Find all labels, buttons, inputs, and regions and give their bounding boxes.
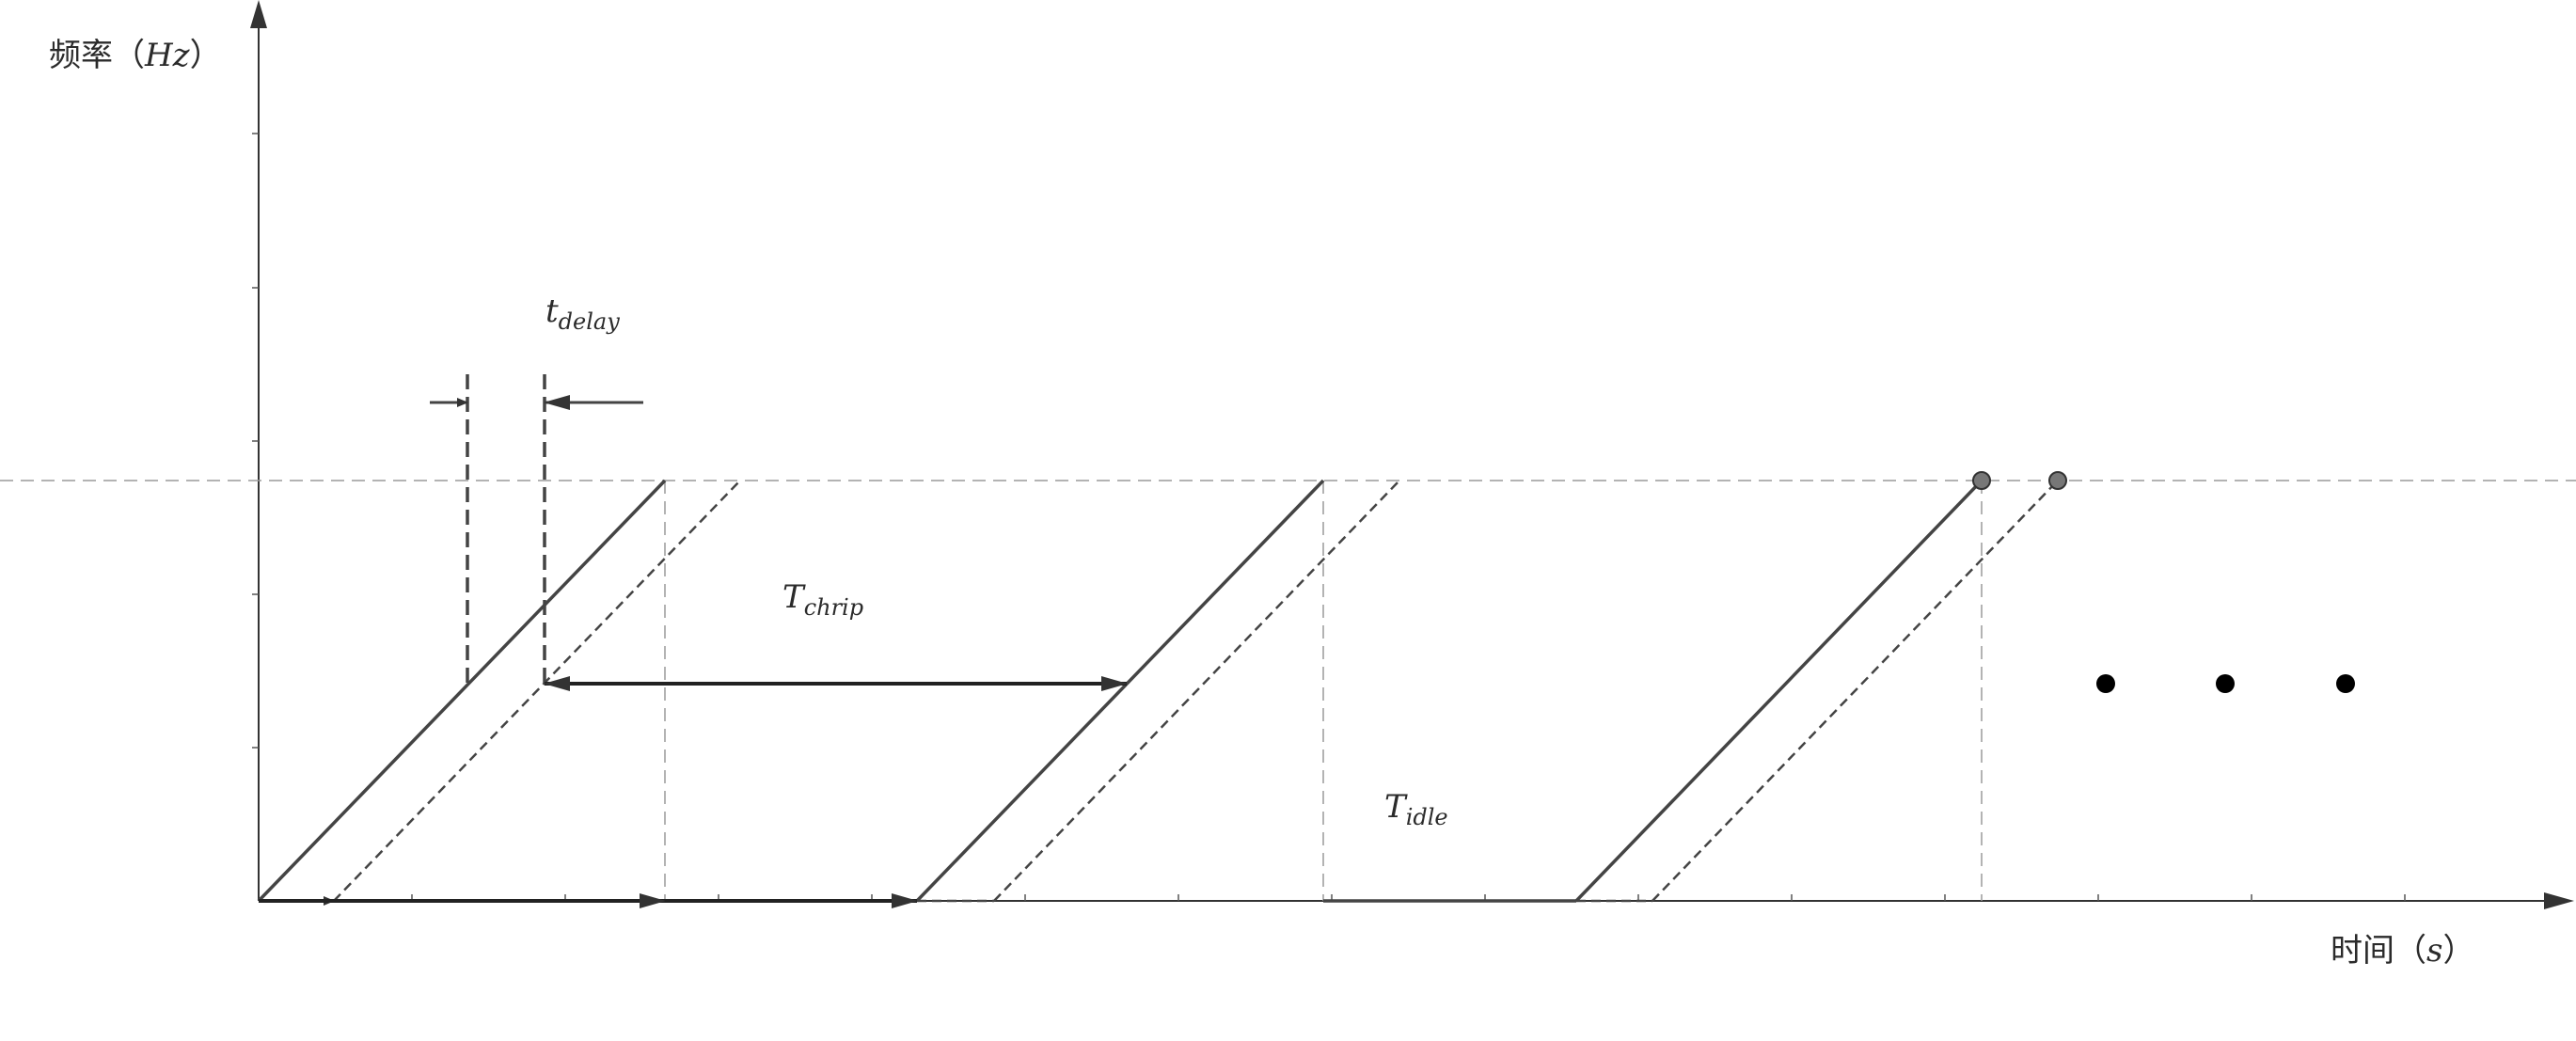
t-idle-label: Tidle <box>1384 788 1448 830</box>
rx-chirp-1 <box>333 480 741 902</box>
rx-chirps <box>333 480 2059 903</box>
x-axis-label: 时间（s） <box>2331 932 2474 970</box>
y-ticks <box>252 133 259 749</box>
tx-chirp-1 <box>257 479 667 903</box>
tx-chirp-2 <box>915 479 1325 903</box>
x-axis-arrowhead <box>2544 892 2574 909</box>
t-delay-label: tdelay <box>545 292 620 335</box>
t-chrip-label: Tchrip <box>782 578 863 621</box>
guide-lines <box>0 480 2576 901</box>
y-axis-arrowhead <box>250 0 267 28</box>
y-axis-label: 频率（Hz） <box>49 37 222 74</box>
axes <box>250 0 2574 909</box>
rx-chirp-2 <box>993 480 1400 902</box>
delay-markers <box>466 374 546 684</box>
tx-chirps <box>257 479 1983 903</box>
ellipsis-dot <box>2216 674 2235 693</box>
peak-point-tx <box>1972 471 1991 490</box>
rx-chirp-3 <box>1651 480 2059 902</box>
ellipsis-dot <box>2096 674 2115 693</box>
tx-chirp-3 <box>1574 479 1983 903</box>
ellipsis-dot <box>2336 674 2355 693</box>
peak-point-rx <box>2048 471 2067 490</box>
